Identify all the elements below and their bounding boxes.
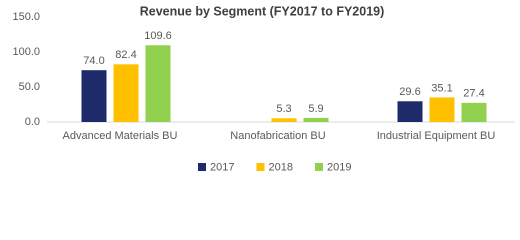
bar: [397, 101, 423, 122]
chart: Revenue by Segment (FY2017 to FY2019) 0.…: [12, 4, 515, 173]
bar: [303, 117, 329, 122]
bar: [145, 45, 171, 122]
chart-title: Revenue by Segment (FY2017 to FY2019): [140, 4, 385, 18]
y-tick-label: 50.0: [19, 81, 40, 93]
data-label: 109.6: [144, 30, 172, 42]
bar: [429, 97, 455, 122]
data-label: 29.6: [399, 86, 420, 98]
legend-swatch: [314, 163, 323, 171]
y-tick-label: 150.0: [12, 11, 40, 23]
legend-swatch: [198, 163, 206, 171]
bar: [271, 118, 297, 122]
data-label: 27.4: [463, 88, 484, 100]
legend-label: 2019: [327, 161, 351, 173]
x-tick-label: Industrial Equipment BU: [377, 130, 496, 142]
x-tick-label: Nanofabrication BU: [230, 130, 325, 142]
data-label: 5.3: [276, 103, 291, 115]
data-label: 82.4: [115, 49, 136, 61]
legend-label: 2018: [268, 161, 292, 173]
bar: [81, 70, 107, 122]
y-tick-label: 0.0: [25, 116, 40, 128]
data-label: 74.0: [83, 55, 104, 67]
y-tick-label: 100.0: [12, 46, 40, 58]
bar: [113, 64, 139, 122]
x-tick-label: Advanced Materials BU: [63, 130, 178, 142]
legend-swatch: [256, 163, 265, 171]
data-label: 35.1: [431, 82, 452, 94]
bar: [461, 102, 487, 122]
legend-label: 2017: [210, 161, 234, 173]
data-label: 5.9: [308, 103, 323, 115]
